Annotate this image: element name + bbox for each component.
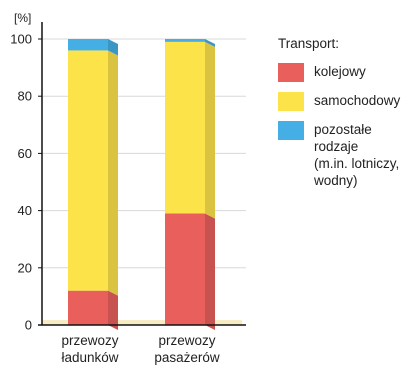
y-tick-label: 20: [18, 260, 32, 275]
bar-segment-1-3: [68, 39, 108, 51]
legend: Transport: kolejowy samochodowy pozostał…: [278, 36, 417, 199]
bar-segment-1-1: [68, 290, 108, 325]
x-category-label: przewozy ładunków: [61, 333, 118, 365]
x-category-label: przewozy pasażerów: [154, 333, 220, 365]
legend-swatch: [278, 121, 304, 140]
bar-segment-1-2: [68, 50, 108, 291]
y-tick-label: 0: [25, 318, 32, 333]
legend-item-pozostale: pozostałe rodzaje (m.in. lotniczy, wodny…: [278, 121, 417, 189]
legend-swatch: [278, 63, 304, 82]
bar-segment-2-3: [165, 39, 205, 42]
bar-segment-2-1: [165, 213, 205, 325]
bar-side-2-1: [205, 213, 215, 330]
y-tick-label: 60: [18, 146, 32, 161]
bar-side-1-2: [108, 50, 118, 296]
legend-item-samochodowy: samochodowy: [278, 92, 417, 111]
bar-side-2-2: [205, 41, 215, 219]
legend-title: Transport:: [278, 36, 340, 51]
bar-side-2-3: [205, 39, 215, 47]
legend-swatch: [278, 92, 304, 111]
legend-label: pozostałe rodzaje (m.in. lotniczy, wodny…: [314, 122, 400, 188]
y-tick-label: 40: [18, 203, 32, 218]
bar-side-1-1: [108, 290, 118, 330]
y-tick-label: 80: [18, 89, 32, 104]
legend-item-kolejowy: kolejowy: [278, 63, 417, 82]
legend-label: kolejowy: [314, 64, 366, 79]
floor-plane: [42, 320, 242, 325]
y-tick-label: 100: [10, 32, 32, 47]
legend-label: samochodowy: [314, 93, 401, 108]
bar-side-1-3: [108, 39, 118, 56]
bar-segment-2-2: [165, 41, 205, 214]
y-axis-unit: [%]: [14, 11, 31, 25]
